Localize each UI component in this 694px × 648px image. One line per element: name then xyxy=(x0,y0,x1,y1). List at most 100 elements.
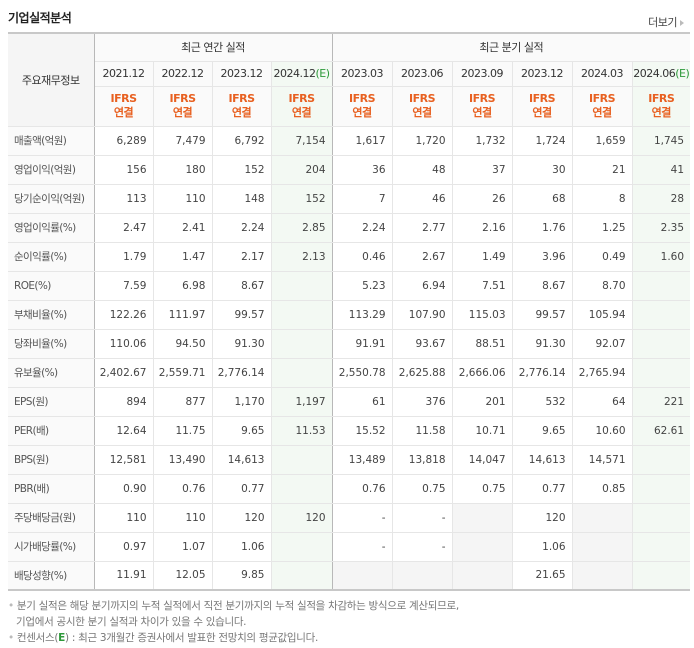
accounting-standard: IFRS 연결 xyxy=(391,85,453,127)
cell-value: 1.76 xyxy=(511,212,573,243)
cell-value: 62.61 xyxy=(631,415,691,446)
cell-value: - xyxy=(331,531,393,562)
table-row: 당기순이익(억원) 113 110 148 152 7 46 26 68 8 28 xyxy=(8,183,691,214)
cell-value: - xyxy=(331,502,393,533)
row-label: ROE(%) xyxy=(8,270,95,301)
cell-value: 110 xyxy=(152,502,213,533)
cell-value: 0.76 xyxy=(331,473,393,504)
cell-value xyxy=(270,531,333,562)
cell-value: 12.64 xyxy=(93,415,154,446)
cell-value: 14,571 xyxy=(571,444,633,475)
row-label: 순이익률(%) xyxy=(8,241,95,272)
table-row: ROE(%) 7.59 6.98 8.67 5.23 6.94 7.51 8.67 8.70 xyxy=(8,270,691,301)
row-label: BPS(원) xyxy=(8,444,95,475)
period-header: 2024.12(E) xyxy=(270,60,333,87)
note-quarterly: • 분기 실적은 해당 분기까지의 누적 실적에서 직전 분기까지의 누적 실적을… xyxy=(8,600,459,612)
row-label: 영업이익률(%) xyxy=(8,212,95,243)
cell-value xyxy=(451,502,513,533)
group-annual: 최근 연간 실적 xyxy=(93,32,333,62)
table-row: PER(배) 12.64 11.75 9.65 11.53 15.52 11.58 10.71… xyxy=(8,415,691,446)
accounting-standard: IFRS 연결 xyxy=(451,85,513,127)
cell-value: 21 xyxy=(571,154,633,185)
period-header: 2023.06 xyxy=(391,60,453,87)
note-consensus: • 컨센서스(E) : 최근 3개월간 증권사에서 발표한 전망치의 평균값입니다… xyxy=(8,632,319,644)
cell-value: 9.85 xyxy=(211,560,272,591)
cell-value: 1.06 xyxy=(211,531,272,562)
cell-value: 99.57 xyxy=(211,299,272,330)
row-label: EPS(원) xyxy=(8,386,95,417)
period-header: 2023.03 xyxy=(331,60,393,87)
estimate-mark: (E) xyxy=(675,67,690,80)
cell-value: 9.65 xyxy=(211,415,272,446)
more-label: 더보기 xyxy=(648,16,677,29)
cell-value: 11.53 xyxy=(270,415,333,446)
cell-value: 5.23 xyxy=(331,270,393,301)
cell-value: 1,659 xyxy=(571,125,633,156)
cell-value: 2.85 xyxy=(270,212,333,243)
table-row: 영업이익(억원) 156 180 152 204 36 48 37 30 21 41 xyxy=(8,154,691,185)
cell-value: 115.03 xyxy=(451,299,513,330)
cell-value: 1,617 xyxy=(331,125,393,156)
cell-value: 113 xyxy=(93,183,154,214)
cell-value xyxy=(270,444,333,475)
cell-value: 91.30 xyxy=(211,328,272,359)
cell-value: 148 xyxy=(211,183,272,214)
cell-value: 2,550.78 xyxy=(331,357,393,388)
period-header: 2024.03 xyxy=(571,60,633,87)
cell-value: 2.35 xyxy=(631,212,691,243)
cell-value: 0.75 xyxy=(451,473,513,504)
cell-value: 0.97 xyxy=(93,531,154,562)
cell-value: 2.41 xyxy=(152,212,213,243)
cell-value: 15.52 xyxy=(331,415,393,446)
bullet-icon: • xyxy=(8,600,14,612)
cell-value xyxy=(631,473,691,504)
cell-value: 113.29 xyxy=(331,299,393,330)
cell-value: 0.49 xyxy=(571,241,633,272)
cell-value: 14,613 xyxy=(511,444,573,475)
cell-value xyxy=(331,560,393,591)
cell-value: 120 xyxy=(211,502,272,533)
period-header: 2024.06(E) xyxy=(631,60,691,87)
cell-value: 8 xyxy=(571,183,633,214)
accounting-standard: IFRS 연결 xyxy=(93,85,154,127)
table-row: BPS(원) 12,581 13,490 14,613 13,489 13,818 14,0… xyxy=(8,444,691,475)
cell-value: 36 xyxy=(331,154,393,185)
cell-value: 7 xyxy=(331,183,393,214)
cell-value: 6,792 xyxy=(211,125,272,156)
table-row: 매출액(억원) 6,289 7,479 6,792 7,154 1,617 1,720 1,7… xyxy=(8,125,691,156)
cell-value: 8.67 xyxy=(211,270,272,301)
row-label: PER(배) xyxy=(8,415,95,446)
cell-value: 7,154 xyxy=(270,125,333,156)
cell-value: 2.77 xyxy=(391,212,453,243)
cell-value: 0.46 xyxy=(331,241,393,272)
cell-value: 92.07 xyxy=(571,328,633,359)
cell-value: 13,489 xyxy=(331,444,393,475)
cell-value: 7.59 xyxy=(93,270,154,301)
cell-value xyxy=(631,270,691,301)
financial-summary-table: 주요재무정보 최근 연간 실적 최근 분기 실적 2021.12 2022.12 2… xyxy=(8,32,691,591)
cell-value: 105.94 xyxy=(571,299,633,330)
cell-value: 46 xyxy=(391,183,453,214)
cell-value xyxy=(631,531,691,562)
row-label: PBR(배) xyxy=(8,473,95,504)
cell-value: 30 xyxy=(511,154,573,185)
cell-value: 11.58 xyxy=(391,415,453,446)
cell-value: 894 xyxy=(93,386,154,417)
more-link[interactable]: 더보기 xyxy=(648,14,684,30)
cell-value: - xyxy=(391,502,453,533)
cell-value: 110.06 xyxy=(93,328,154,359)
row-label: 배당성향(%) xyxy=(8,560,95,591)
row-label: 당기순이익(억원) xyxy=(8,183,95,214)
cell-value: 93.67 xyxy=(391,328,453,359)
table-row: 시가배당률(%) 0.97 1.07 1.06- -1.06 xyxy=(8,531,691,562)
cell-value: 68 xyxy=(511,183,573,214)
cell-value: 13,490 xyxy=(152,444,213,475)
cell-value: 7,479 xyxy=(152,125,213,156)
cell-value: 0.76 xyxy=(152,473,213,504)
cell-value: 2,776.14 xyxy=(511,357,573,388)
cell-value: 2.17 xyxy=(211,241,272,272)
cell-value xyxy=(631,444,691,475)
cell-value xyxy=(391,560,453,591)
note-quarterly-cont: 기업에서 공시한 분기 실적과 차이가 있을 수 있습니다. xyxy=(16,616,247,628)
period-header: 2023.12 xyxy=(511,60,573,87)
